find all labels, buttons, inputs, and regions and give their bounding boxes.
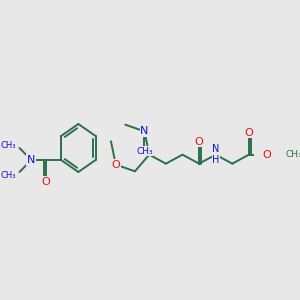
Text: N: N <box>140 126 149 136</box>
Text: O: O <box>195 137 203 147</box>
Text: CH₃: CH₃ <box>1 170 16 179</box>
Text: N: N <box>27 155 35 165</box>
Text: CH₃: CH₃ <box>1 140 16 149</box>
Text: O: O <box>111 160 120 170</box>
Text: O: O <box>263 150 272 160</box>
Text: CH₃: CH₃ <box>285 150 300 159</box>
Text: N
H: N H <box>212 144 219 166</box>
Text: O: O <box>244 128 253 138</box>
Text: CH₃: CH₃ <box>136 147 153 156</box>
Text: O: O <box>42 177 50 187</box>
